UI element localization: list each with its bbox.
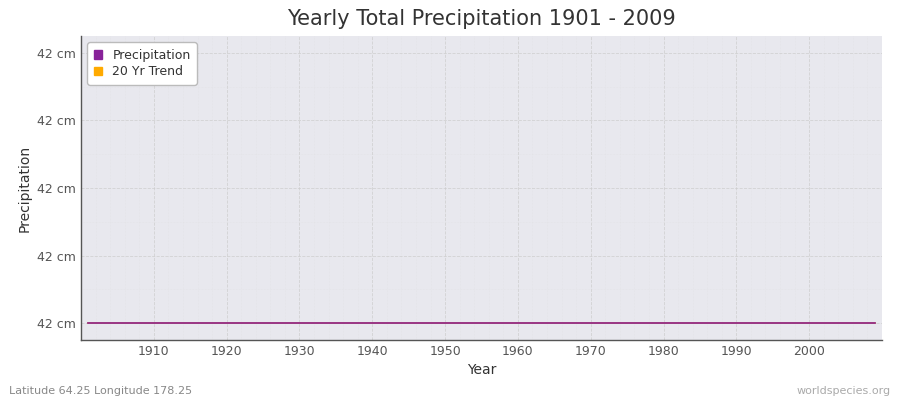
Legend: Precipitation, 20 Yr Trend: Precipitation, 20 Yr Trend bbox=[87, 42, 197, 84]
Precipitation bbox=[345, 321, 356, 326]
Precipitation bbox=[869, 321, 880, 326]
Precipitation bbox=[302, 321, 312, 326]
X-axis label: Year: Year bbox=[467, 364, 496, 378]
Precipitation bbox=[505, 321, 516, 326]
20 Yr Trend bbox=[869, 321, 880, 326]
20 Yr Trend bbox=[505, 321, 516, 326]
20 Yr Trend bbox=[345, 321, 356, 326]
Precipitation bbox=[512, 321, 523, 326]
Text: worldspecies.org: worldspecies.org bbox=[796, 386, 891, 396]
Y-axis label: Precipitation: Precipitation bbox=[18, 144, 32, 232]
Title: Yearly Total Precipitation 1901 - 2009: Yearly Total Precipitation 1901 - 2009 bbox=[287, 9, 676, 29]
20 Yr Trend bbox=[512, 321, 523, 326]
20 Yr Trend bbox=[600, 321, 611, 326]
20 Yr Trend bbox=[302, 321, 312, 326]
Precipitation bbox=[141, 321, 152, 326]
Precipitation bbox=[600, 321, 611, 326]
20 Yr Trend bbox=[83, 321, 94, 326]
20 Yr Trend bbox=[141, 321, 152, 326]
Text: Latitude 64.25 Longitude 178.25: Latitude 64.25 Longitude 178.25 bbox=[9, 386, 192, 396]
Precipitation bbox=[83, 321, 94, 326]
